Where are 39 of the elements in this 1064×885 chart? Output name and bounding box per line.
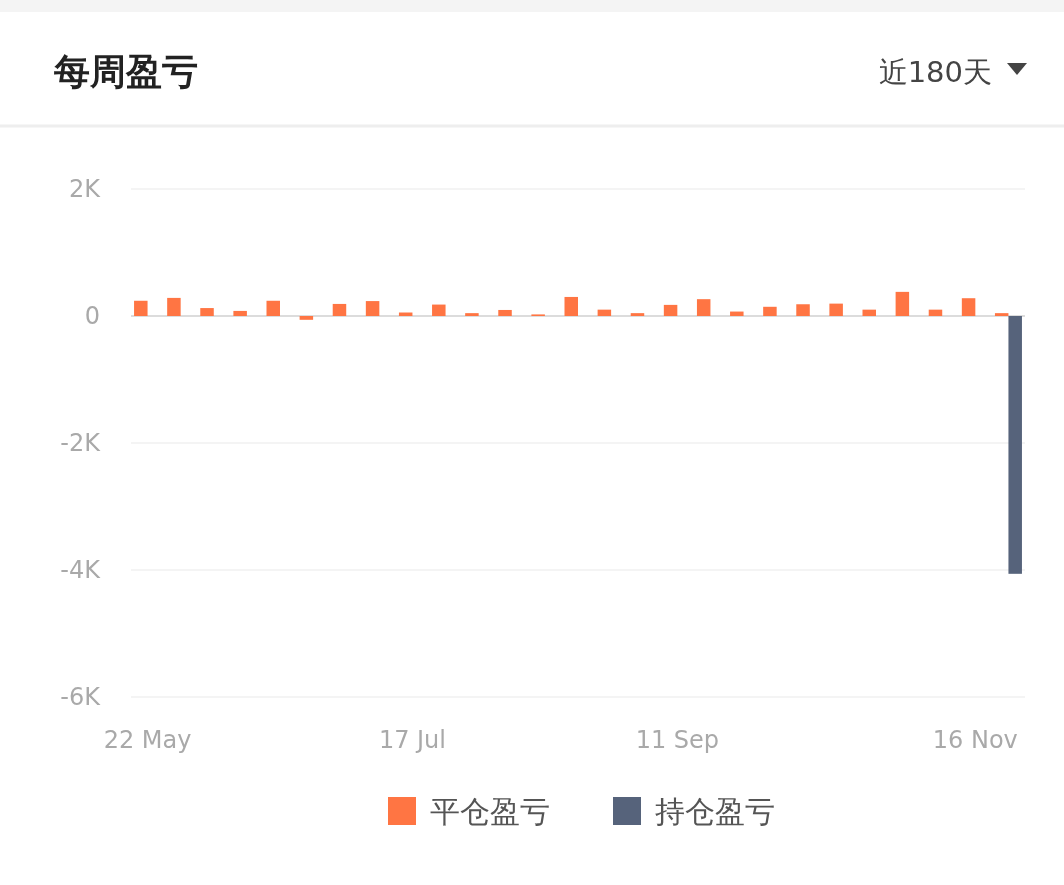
bar: [564, 296, 578, 316]
x-tick-label: 17 Jul: [378, 726, 447, 754]
bar: [266, 300, 280, 316]
y-tick-label: -6K: [60, 683, 102, 712]
chart-title: 每周盈亏: [53, 51, 198, 92]
text: 近180天: [878, 55, 992, 89]
bar: [134, 300, 148, 316]
legend-label: 持仓盈亏: [655, 793, 775, 829]
x-tick-label: 11 Sep: [635, 726, 720, 754]
y-tick-label: -2K: [60, 429, 102, 458]
bar: [829, 303, 843, 316]
bar: [895, 291, 910, 316]
bar: [663, 304, 678, 316]
bar: [332, 303, 347, 316]
bar: [1008, 316, 1022, 574]
y-tick-label: 0: [84, 302, 100, 331]
legend-label: 平仓盈亏: [430, 793, 550, 829]
x-tick-label: 22 May: [103, 726, 192, 754]
bar: [432, 304, 446, 316]
y-tick-label: -4K: [60, 556, 102, 585]
bar: [796, 304, 810, 316]
bar: [763, 306, 777, 316]
bar: [928, 309, 943, 316]
bar: [299, 316, 314, 320]
bar: [696, 299, 711, 316]
bar: [961, 298, 976, 316]
x-tick-label: 16 Nov: [932, 726, 1018, 754]
bar: [862, 309, 876, 316]
bar: [465, 313, 479, 316]
bar: [167, 297, 181, 316]
bar: [730, 311, 744, 316]
bar: [630, 313, 645, 316]
bar: [597, 309, 612, 316]
bar: [200, 308, 214, 316]
bar: [365, 301, 380, 316]
bar: [498, 309, 512, 316]
bar: [994, 313, 1009, 316]
bar: [233, 310, 247, 316]
y-tick-label: 2K: [68, 175, 102, 204]
